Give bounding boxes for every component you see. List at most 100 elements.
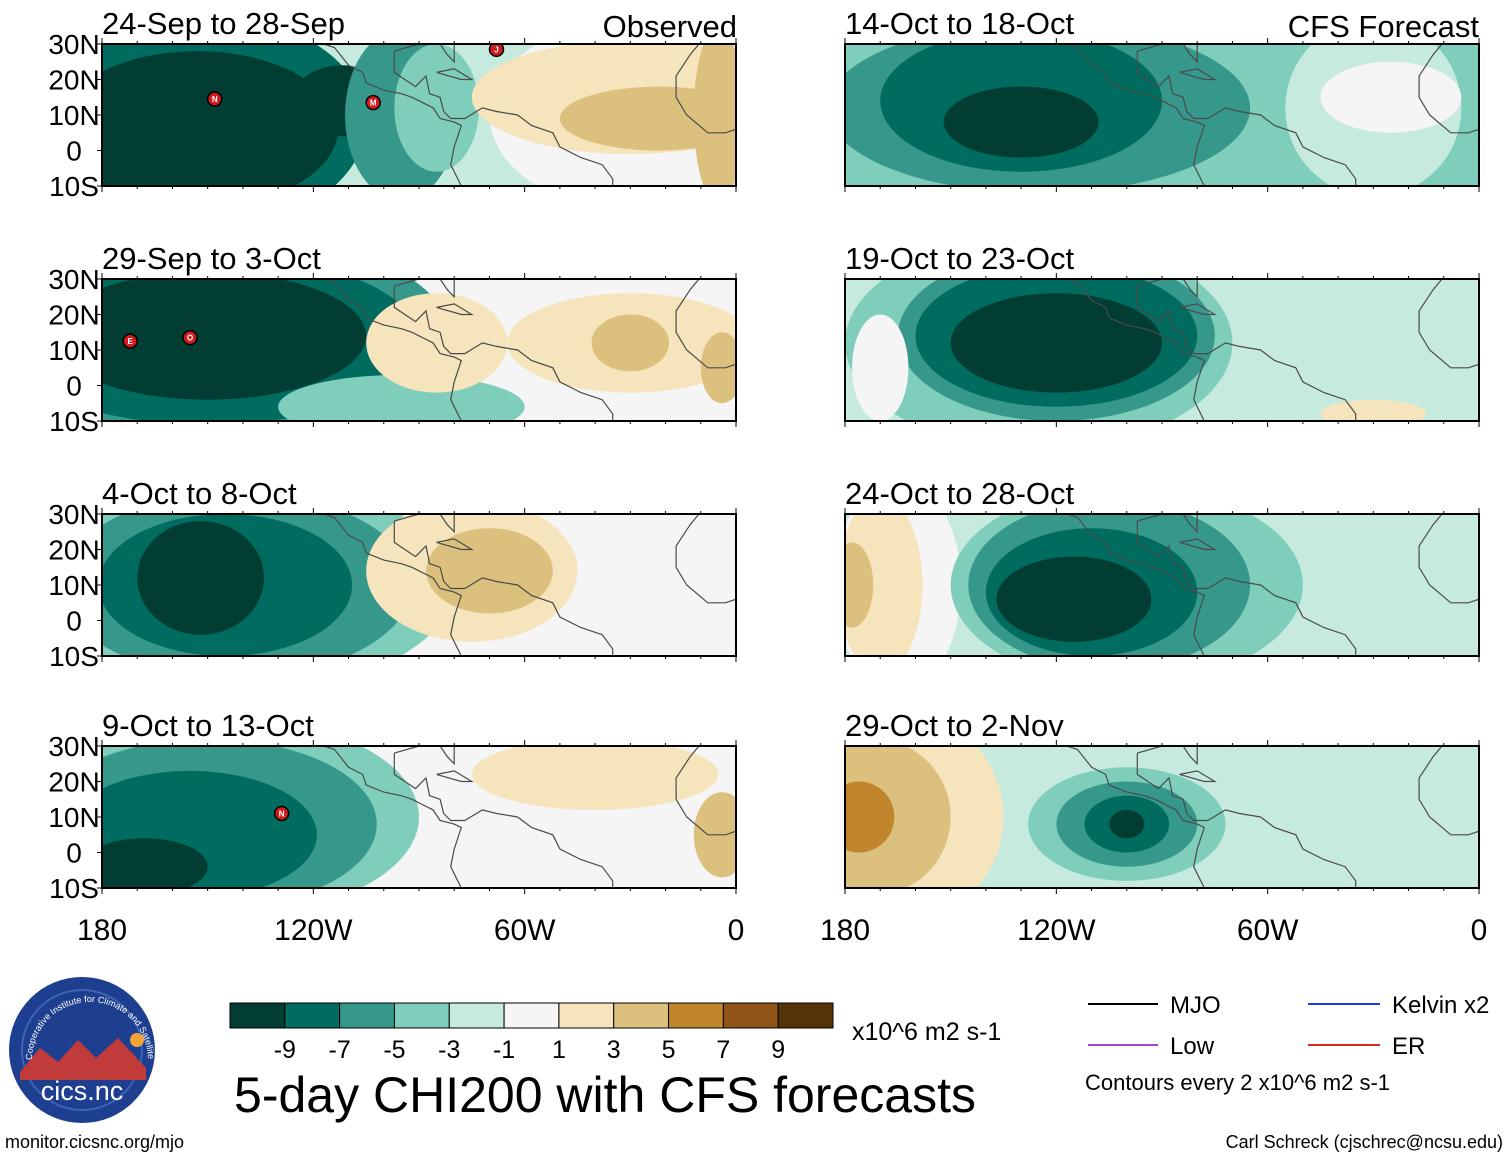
storm-marker-label: O — [187, 334, 193, 343]
footer-credit: Carl Schreck (cjschrec@ncsu.edu) — [1226, 1132, 1503, 1152]
panel-date-label: 29-Sep to 3-Oct — [102, 241, 321, 276]
coastline — [1137, 746, 1198, 766]
coastline — [675, 44, 736, 134]
lon-tick-label: 0 — [1471, 914, 1488, 947]
lat-tick-label: 20N — [48, 65, 99, 96]
anomaly-region — [591, 314, 670, 372]
colorbar-level-label: 5 — [662, 1036, 676, 1064]
coastline — [393, 51, 614, 186]
coastline — [1136, 521, 1357, 656]
legend: MJO Kelvin x2 Low ER Contours every 2 x1… — [1085, 992, 1489, 1095]
coastline — [1136, 51, 1357, 186]
chart-title: 5-day CHI200 with CFS forecasts — [234, 1067, 976, 1123]
storm-marker-label: M — [370, 99, 377, 108]
anomaly-region — [471, 746, 719, 810]
lat-tick-label: 0 — [66, 838, 82, 869]
colorbar-swatch — [393, 1002, 450, 1029]
map-field — [102, 514, 736, 656]
anomaly-region — [102, 279, 367, 400]
coastline — [1179, 770, 1217, 783]
colorbar-swatch — [339, 1002, 395, 1029]
storm-marker-label: N — [212, 95, 218, 104]
anomaly-region — [426, 528, 553, 614]
legend-label-er: ER — [1392, 1033, 1425, 1060]
anomaly-region — [845, 781, 895, 853]
colorbar: -9 -7 -5 -3 -1 1 3 5 7 9 — [229, 1002, 834, 1064]
coastline — [436, 770, 474, 783]
coastline — [675, 746, 736, 836]
coastline — [675, 279, 736, 369]
lon-tick-label: 120W — [274, 914, 353, 947]
lon-tick-label: 120W — [1017, 914, 1096, 947]
coastline — [323, 279, 463, 421]
anomaly-region — [366, 293, 508, 393]
colorbar-swatch — [558, 1002, 615, 1029]
lat-tick-label: 30N — [48, 264, 99, 295]
anomaly-region — [137, 521, 265, 635]
lat-tick-label: 10N — [48, 570, 99, 601]
lon-tick-label: 180 — [77, 914, 127, 947]
map-field: N — [102, 746, 736, 888]
coastline — [394, 279, 455, 299]
map-field — [845, 746, 1479, 888]
anomaly-region — [845, 542, 874, 628]
colorbar-level-label: -7 — [329, 1036, 351, 1064]
panel-date-label: 19-Oct to 23-Oct — [845, 241, 1075, 276]
colorbar-level-label: -9 — [274, 1036, 296, 1064]
map-panel: 19-Oct to 23-Oct — [844, 241, 1480, 427]
logo-mountains — [20, 1038, 146, 1080]
map-field — [845, 44, 1479, 186]
anomaly-region — [102, 51, 338, 186]
colorbar-level-label: 9 — [771, 1036, 785, 1064]
colorbar-swatch — [448, 1002, 505, 1029]
colorbar-swatch — [668, 1002, 724, 1029]
lat-tick-label: 10S — [49, 406, 99, 437]
coastline — [393, 286, 614, 421]
lat-tick-label: 10N — [48, 100, 99, 131]
anomaly-region — [559, 86, 736, 151]
coastline — [436, 68, 474, 81]
coastline — [1418, 44, 1479, 134]
anomaly-region — [1320, 61, 1462, 133]
coastline — [393, 521, 614, 656]
colorbar-units: x10^6 m2 s-1 — [852, 1018, 1001, 1046]
storm-marker-label: E — [128, 337, 134, 346]
coastline — [1179, 68, 1217, 81]
storm-marker — [122, 333, 138, 349]
anomaly-region — [1320, 399, 1427, 421]
coastline — [1179, 303, 1217, 316]
storm-marker-label: J — [494, 45, 498, 54]
map-panel: 14-Oct to 18-Oct — [844, 6, 1480, 192]
logo-sun — [130, 1033, 144, 1047]
coastline — [1179, 538, 1217, 551]
coastline — [1066, 279, 1206, 421]
coastline — [323, 44, 463, 186]
lat-tick-label: 10S — [49, 171, 99, 202]
panel-date-label: 24-Sep to 28-Sep — [102, 6, 345, 41]
coastline — [1066, 746, 1206, 888]
panel-date-label: 9-Oct to 13-Oct — [102, 708, 314, 743]
lat-tick-label: 30N — [48, 731, 99, 762]
colorbar-level-label: -3 — [438, 1036, 460, 1064]
colorbar-swatch — [503, 1002, 560, 1029]
legend-label-mjo: MJO — [1170, 992, 1221, 1019]
lon-tick-label: 0 — [728, 914, 745, 947]
map-field: N M J — [102, 44, 736, 186]
anomaly-region — [852, 314, 909, 421]
storm-marker — [182, 329, 198, 346]
colorbar-level-label: -1 — [493, 1036, 515, 1064]
storm-marker — [365, 94, 381, 111]
anomaly-region — [943, 86, 1099, 158]
coastline — [1137, 514, 1198, 534]
coastline — [1136, 286, 1357, 421]
lon-tick-label: 60W — [494, 914, 556, 947]
lat-tick-label: 10S — [49, 873, 99, 904]
coastline — [1418, 514, 1479, 604]
lat-tick-label: 20N — [48, 300, 99, 331]
observed-label: Observed — [603, 9, 737, 44]
